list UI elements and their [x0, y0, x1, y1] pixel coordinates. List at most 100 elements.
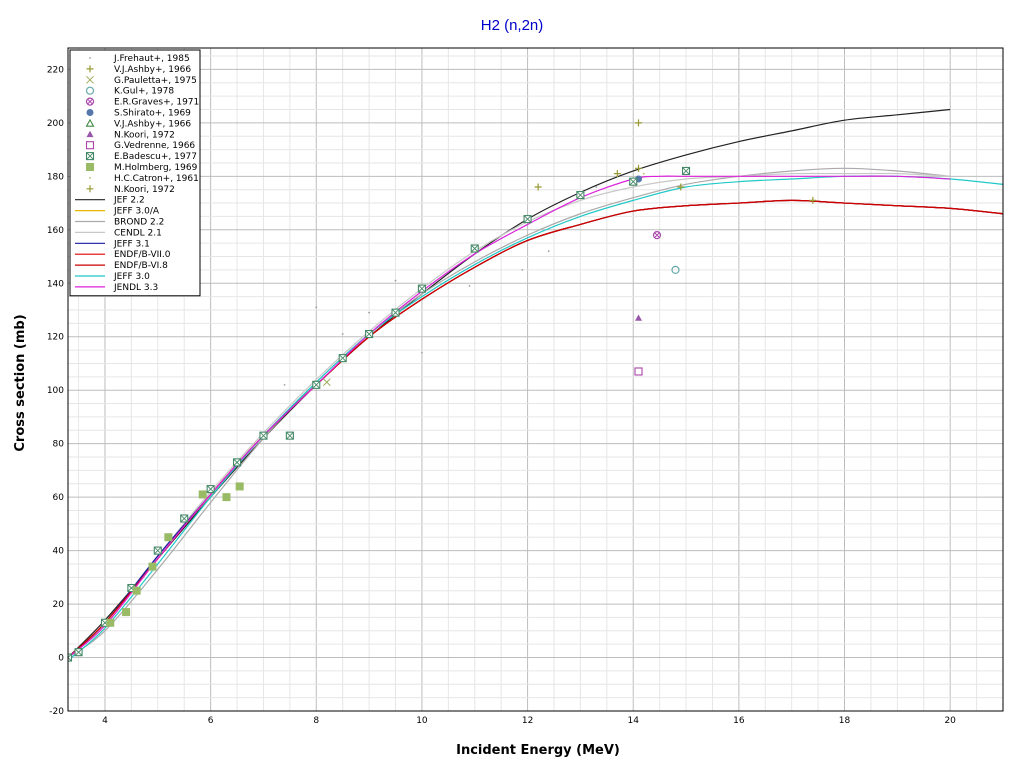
y-tick-label: -20: [49, 707, 64, 717]
data-point: [122, 608, 131, 617]
data-point: [470, 244, 479, 253]
legend-marker: [89, 57, 91, 59]
data-point: [629, 177, 638, 186]
chart-title: H2 (n,2n): [481, 17, 544, 34]
series-points-g-vedrenne-1966: [634, 367, 643, 376]
data-point: [206, 485, 215, 494]
series-line-brond-2-2: [68, 167, 951, 659]
marker-cross: [259, 431, 268, 440]
data-point: [259, 431, 268, 440]
legend-label: H.C.Catron+, 1961: [114, 174, 199, 184]
legend-label: JEFF 3.0/A: [113, 207, 160, 217]
legend-label: G.Vedrenne, 1966: [114, 141, 195, 151]
x-tick-label: 18: [839, 716, 851, 726]
series-points-n-koori-1972: [635, 314, 643, 321]
data-point: [283, 383, 286, 386]
series-line-jendl-3-3: [68, 175, 951, 658]
x-tick-label: 12: [522, 716, 533, 726]
data-point: [682, 166, 691, 176]
legend-label: ENDF/B-VII.0: [114, 250, 171, 260]
y-tick-label: 80: [53, 440, 65, 450]
y-tick-label: 20: [53, 600, 65, 610]
marker-box: [68, 653, 73, 662]
data-point: [322, 378, 331, 387]
series-points-n-koori-1972: [677, 183, 685, 191]
legend-entry: N.Koori, 1972: [86, 130, 175, 140]
marker-cross: [365, 330, 373, 338]
data-point: [576, 190, 585, 200]
series-group: [68, 108, 1003, 662]
legend-marker: [89, 177, 91, 179]
marker-cross: [312, 381, 321, 389]
marker-cross: [654, 232, 660, 238]
data-point: [635, 314, 643, 321]
data-point: [285, 431, 294, 440]
data-point: [315, 306, 318, 309]
legend-entry: E.Badescu+, 1977: [85, 152, 197, 162]
marker-cross: [233, 458, 241, 467]
legend-entry: JEFF 3.1: [75, 239, 150, 249]
marker-cross: [418, 284, 426, 293]
legend-entry: ENDF/B-VII.0: [75, 250, 171, 260]
legend-marker: [85, 152, 95, 161]
data-point: [642, 172, 645, 175]
legend-marker: [86, 65, 94, 73]
data-point: [652, 231, 662, 240]
legend-box: [69, 49, 201, 297]
legend-entry: H.C.Catron+, 1961: [89, 174, 199, 184]
legend-label: E.R.Graves+, 1971: [114, 98, 199, 108]
legend-label: G.Pauletta+, 1975: [114, 76, 197, 86]
legend-label: JEF 2.2: [113, 196, 145, 206]
y-axis-label: Cross section (mb): [13, 314, 28, 451]
x-tick-label: 14: [627, 716, 639, 726]
data-point: [391, 308, 400, 317]
legend-entry: ENDF/B-VI.8: [75, 261, 168, 271]
data-point: [338, 354, 347, 363]
legend-entry: CENDL 2.1: [75, 228, 162, 238]
data-point: [521, 268, 524, 271]
legend-entry: JEFF 3.0: [75, 272, 150, 282]
legend-entry: BROND 2.2: [75, 218, 164, 228]
data-point: [365, 330, 374, 339]
legend-label: N.Koori, 1972: [114, 130, 175, 140]
y-tick-label: 60: [53, 493, 65, 503]
data-point: [312, 380, 321, 389]
y-tick-label: 220: [47, 65, 64, 75]
data-point: [547, 250, 550, 253]
marker-cross: [68, 653, 72, 662]
data-point: [368, 311, 371, 314]
legend-label: ENDF/B-VI.8: [114, 261, 168, 271]
x-axis-label: Incident Energy (MeV): [456, 743, 620, 758]
marker-cross: [470, 244, 479, 253]
marker-cross: [338, 354, 347, 362]
series-points-v-j-ashby-1966: [534, 119, 817, 204]
legend-marker: [85, 86, 95, 95]
y-tick-label: 120: [47, 333, 64, 343]
legend-label: CENDL 2.1: [114, 228, 162, 238]
legend-entry: V.J.Ashby+, 1966: [85, 118, 191, 129]
legend-marker: [85, 118, 95, 127]
series-points-h-c-catron-1961: [642, 172, 645, 175]
marker-cross: [153, 546, 162, 555]
marker-ring: [652, 231, 662, 240]
data-point: [635, 119, 643, 127]
legend-entry: G.Pauletta+, 1975: [86, 76, 197, 86]
legend-entry: N.Koori, 1972: [86, 185, 175, 195]
data-point: [809, 196, 817, 204]
series-points-e-r-graves-1971: [652, 231, 662, 240]
legend-label: E.Badescu+, 1977: [114, 152, 197, 162]
data-point: [468, 285, 471, 287]
legend-marker: [85, 97, 95, 106]
legend-label: K.Gul+, 1978: [114, 87, 174, 97]
data-point: [394, 279, 397, 282]
data-point: [635, 164, 643, 172]
series-points-m-holmberg-1969: [106, 482, 244, 627]
legend-label: M.Holmberg, 1969: [114, 163, 198, 173]
marker-cross: [86, 152, 94, 160]
y-tick-label: 160: [47, 226, 64, 236]
marker-cross: [523, 215, 532, 223]
marker-cross: [74, 648, 83, 657]
x-tick-label: 20: [944, 716, 956, 726]
legend-marker: [86, 130, 94, 138]
x-tick-label: 16: [733, 716, 745, 726]
